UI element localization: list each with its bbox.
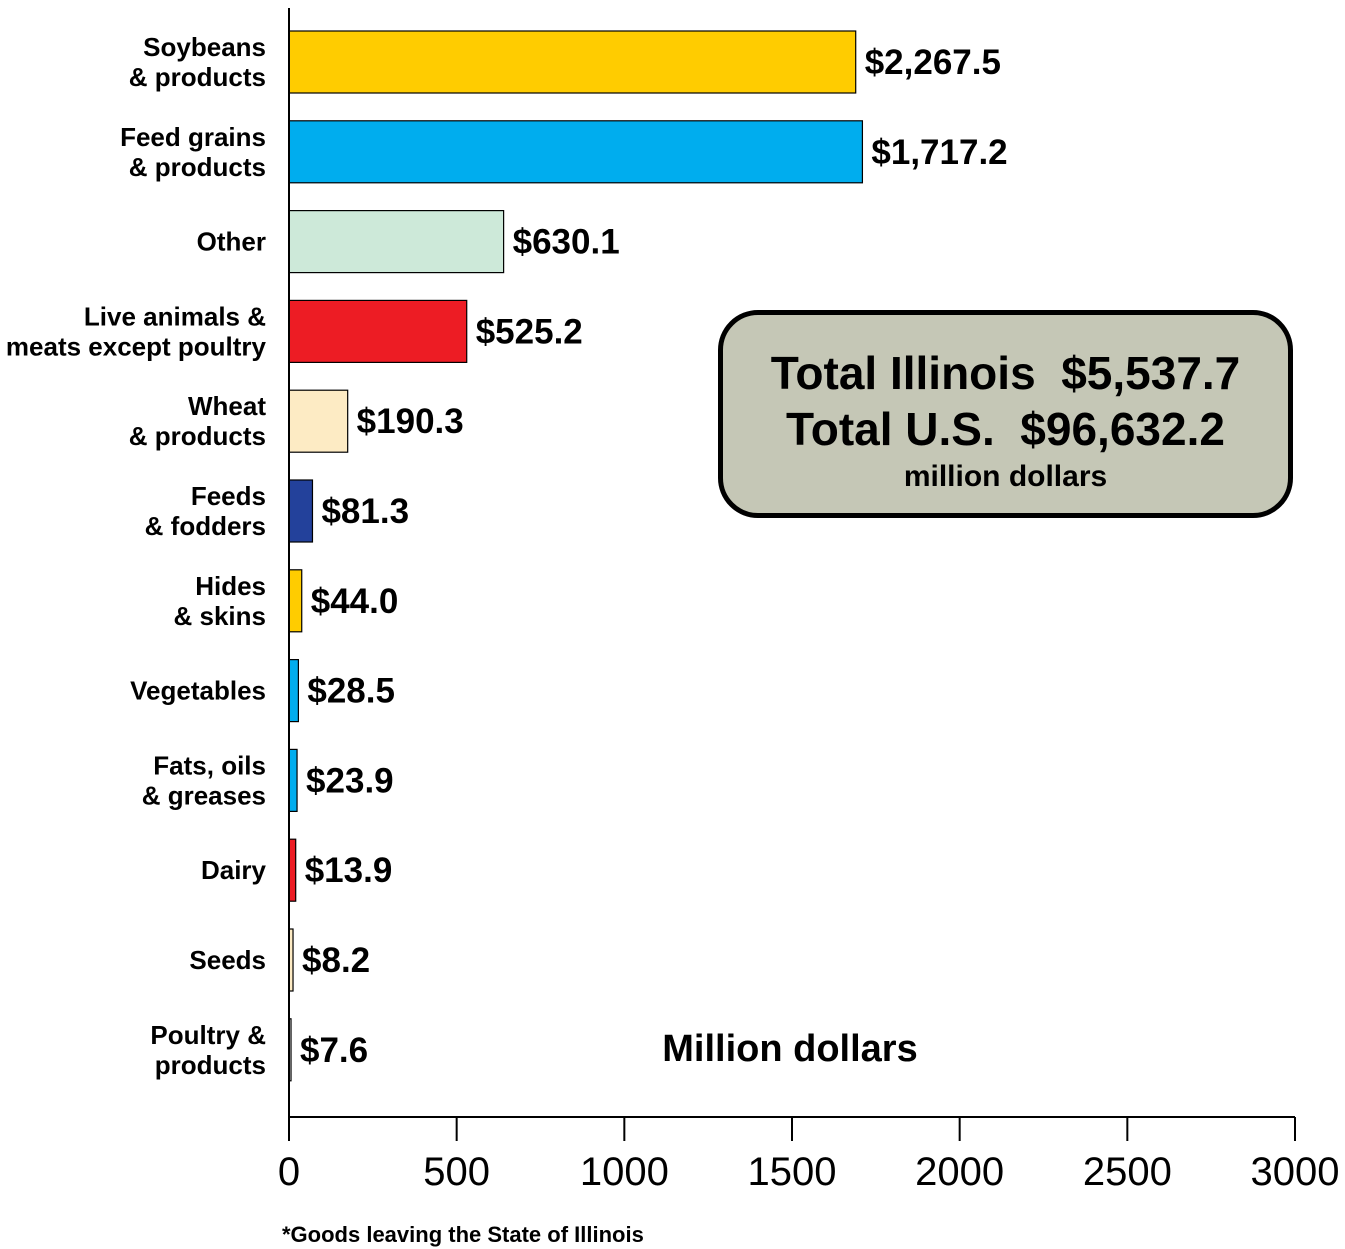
category-label-2-0: Other (197, 227, 266, 257)
category-label-6-0: Hides (195, 571, 266, 601)
bar-9 (288, 838, 297, 902)
category-label-11-0: Poultry & (150, 1020, 266, 1050)
bars-group (288, 30, 864, 1082)
category-label-6-1: & skins (174, 601, 267, 631)
total-us: Total U.S. $96,632.2 (786, 403, 1225, 455)
x-tick-label-6: 3000 (1251, 1150, 1340, 1194)
bar-3 (288, 299, 468, 363)
category-label-3-0: Live animals & (84, 301, 266, 331)
value-label-2: $630.1 (513, 223, 620, 262)
value-label-1: $1,717.2 (871, 133, 1007, 172)
axes-group: 0 500 1000 1500 2000 2500 3000 (278, 8, 1340, 1194)
bar-5 (288, 479, 314, 543)
category-label-7-0: Vegetables (130, 676, 266, 706)
bar-2 (288, 210, 505, 274)
value-label-10: $8.2 (302, 941, 370, 980)
x-tick-label-1: 500 (423, 1150, 490, 1194)
category-label-5-0: Feeds (191, 481, 266, 511)
bar-0 (288, 30, 857, 94)
value-label-4: $190.3 (357, 402, 464, 441)
value-label-3: $525.2 (476, 312, 583, 351)
category-label-8-1: & greases (142, 780, 266, 810)
value-label-6: $44.0 (311, 582, 399, 621)
value-label-7: $28.5 (307, 672, 395, 711)
category-label-10-0: Seeds (189, 945, 266, 975)
x-tick-label-4: 2000 (915, 1150, 1004, 1194)
totals-box: Total Illinois $5,537.7 Total U.S. $96,6… (718, 310, 1293, 518)
category-label-1-1: & products (129, 152, 266, 182)
category-label-5-1: & fodders (145, 511, 266, 541)
footnote: *Goods leaving the State of Illinois (282, 1222, 644, 1247)
x-axis-label: Million dollars (662, 1028, 918, 1070)
value-label-0: $2,267.5 (865, 43, 1001, 82)
value-labels-group: $2,267.5 $1,717.2 $630.1 $525.2 $190.3 $81.3 $… (300, 43, 1008, 1070)
value-label-8: $23.9 (306, 761, 394, 800)
bar-6 (288, 569, 303, 633)
x-tick-label-3: 1500 (748, 1150, 837, 1194)
totals-unit: million dollars (903, 460, 1108, 493)
category-label-11-1: products (155, 1050, 266, 1080)
category-label-0-0: Soybeans (143, 32, 266, 62)
category-label-9-0: Dairy (201, 855, 267, 885)
x-tick-label-5: 2500 (1083, 1150, 1172, 1194)
category-label-4-1: & products (129, 421, 266, 451)
category-label-4-0: Wheat (188, 391, 266, 421)
value-label-9: $13.9 (305, 851, 393, 890)
total-illinois: Total Illinois $5,537.7 (770, 347, 1241, 399)
bar-4 (288, 389, 349, 453)
bar-7 (288, 658, 299, 723)
category-label-1-0: Feed grains (120, 122, 266, 152)
category-label-0-1: & products (129, 62, 266, 92)
x-tick-label-2: 1000 (580, 1150, 669, 1194)
value-label-11: $7.6 (300, 1031, 368, 1070)
value-label-5: $81.3 (321, 492, 409, 531)
bar-8 (288, 748, 298, 813)
x-tick-label-0: 0 (278, 1150, 300, 1194)
category-label-3-1: meats except poultry (6, 331, 267, 361)
category-label-8-0: Fats, oils (153, 750, 266, 780)
bar-1 (288, 120, 864, 184)
